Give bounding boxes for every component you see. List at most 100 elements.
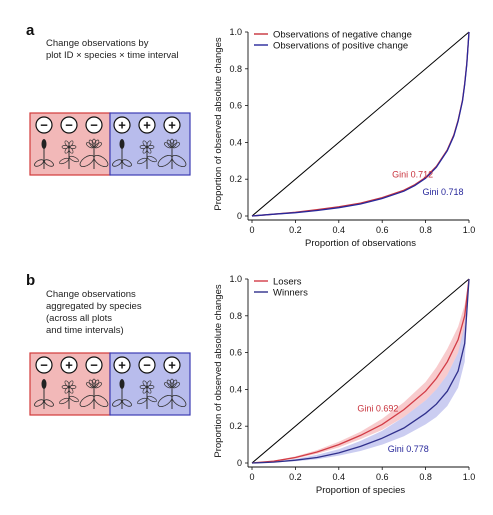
plant-0-leaf — [34, 159, 44, 167]
gini-annotation: Gini 0.718 — [422, 187, 463, 197]
minus-sign-icon — [35, 116, 53, 134]
x-tick-label: 1.0 — [463, 225, 476, 235]
sign-label: − — [90, 358, 98, 373]
lorenz-chart-b: 0 0.2 0.4 0.6 0.8 1.0 0 0.2 0.4 0.6 0.8 1.0 Proporti… — [213, 274, 475, 496]
plant-5-leaf — [171, 394, 187, 408]
plant-5-leaf — [157, 394, 173, 408]
y-tick-label: 0.6 — [229, 348, 242, 358]
observations-of-positive-change-line — [251, 31, 470, 217]
plus-sign-icon — [60, 356, 78, 374]
plant-0-leaf — [44, 159, 54, 167]
winners-line — [251, 278, 470, 464]
plant-2-petal — [94, 142, 103, 149]
legend-label: Observations of negative change — [273, 30, 412, 41]
equality-line — [251, 31, 470, 217]
x-axis-label: Proportion of observations — [305, 238, 416, 249]
y-tick-label: 0.6 — [229, 101, 242, 111]
y-tick-label: 0 — [237, 211, 242, 221]
plant-4-leaf — [147, 155, 157, 163]
x-tick-label: 0.6 — [376, 225, 389, 235]
y-tick-label: 0 — [237, 458, 242, 468]
panel-b-diagram: − + − + − + — [29, 352, 191, 416]
plant-0-leaf — [44, 399, 54, 407]
sign-label: + — [118, 118, 126, 133]
y-tick-label: 0.4 — [229, 384, 242, 394]
equality-line — [251, 278, 470, 464]
plant-3-leaf — [122, 159, 132, 167]
x-tick-label: 0.4 — [333, 225, 346, 235]
plant-1-center — [67, 145, 71, 149]
panel-a-caption: Change observations by plot ID × species… — [46, 38, 179, 61]
plant-2-petal — [94, 382, 103, 389]
plant-4-leaf — [137, 397, 147, 405]
plus-sign-icon — [163, 356, 181, 374]
x-tick-label: 0.8 — [419, 472, 432, 482]
y-axis-label: Proportion of observed absolute changes — [213, 37, 224, 210]
minus-sign-icon — [85, 116, 103, 134]
sign-label: − — [40, 358, 48, 373]
y-tick-label: 0.2 — [229, 421, 242, 431]
x-tick-label: 0.4 — [333, 472, 346, 482]
winners-confidence-band — [252, 279, 469, 463]
plus-sign-icon — [113, 116, 131, 134]
plus-sign-icon — [138, 116, 156, 134]
legend-label: Observations of positive change — [273, 41, 408, 52]
gini-annotation: Gini 0.778 — [388, 444, 429, 454]
plant-3-leaf — [122, 399, 132, 407]
plant-5-leaf — [157, 154, 173, 168]
panel-a-diagram: − − − + + + — [29, 112, 191, 176]
y-tick-label: 0.8 — [229, 64, 242, 74]
x-tick-label: 1.0 — [463, 472, 476, 482]
plant-1-leaf — [69, 155, 79, 163]
panel-b-caption: Change observations aggregated by specie… — [46, 289, 142, 336]
x-axis-label: Proportion of species — [316, 485, 405, 496]
y-tick-label: 1.0 — [229, 274, 242, 284]
plant-5-petal — [172, 382, 181, 389]
sign-label: + — [143, 118, 151, 133]
plant-3-bud — [119, 139, 125, 149]
minus-sign-icon — [85, 356, 103, 374]
plus-sign-icon — [163, 116, 181, 134]
plant-2-leaf — [79, 154, 95, 168]
gini-annotation: Gini 0.712 — [392, 169, 433, 179]
minus-sign-icon — [60, 116, 78, 134]
panel-a-letter: a — [26, 22, 35, 39]
y-tick-label: 0.8 — [229, 311, 242, 321]
x-tick-label: 0.6 — [376, 472, 389, 482]
plant-0-bud — [41, 139, 47, 149]
plant-3-bud — [119, 379, 125, 389]
sign-label: + — [168, 118, 176, 133]
losers-line — [251, 278, 470, 464]
plant-1-center — [67, 385, 71, 389]
sign-label: + — [65, 358, 73, 373]
plant-1-leaf — [59, 397, 69, 405]
minus-sign-icon — [138, 356, 156, 374]
lorenz-chart-a: 0 0.2 0.4 0.6 0.8 1.0 0 0.2 0.4 0.6 0.8 1.0 Proporti… — [213, 27, 475, 249]
y-tick-label: 0.2 — [229, 174, 242, 184]
plant-4-leaf — [137, 157, 147, 165]
plant-1-leaf — [69, 395, 79, 403]
plant-4-center — [145, 385, 149, 389]
x-tick-label: 0 — [249, 225, 254, 235]
plant-3-leaf — [112, 399, 122, 407]
x-tick-label: 0.2 — [289, 225, 302, 235]
plant-2-leaf — [93, 394, 109, 408]
sign-label: − — [65, 118, 73, 133]
minus-sign-icon — [35, 356, 53, 374]
plant-3-leaf — [112, 159, 122, 167]
legend-label: Losers — [273, 277, 302, 288]
sign-label: + — [168, 358, 176, 373]
plant-4-leaf — [147, 395, 157, 403]
plant-2-leaf — [93, 154, 109, 168]
plus-sign-icon — [113, 356, 131, 374]
x-tick-label: 0 — [249, 472, 254, 482]
plant-0-leaf — [34, 399, 44, 407]
x-tick-label: 0.2 — [289, 472, 302, 482]
plant-0-bud — [41, 379, 47, 389]
plant-4-center — [145, 145, 149, 149]
y-tick-label: 0.4 — [229, 137, 242, 147]
panel-b-letter: b — [26, 272, 36, 289]
sign-label: − — [90, 118, 98, 133]
x-tick-label: 0.8 — [419, 225, 432, 235]
